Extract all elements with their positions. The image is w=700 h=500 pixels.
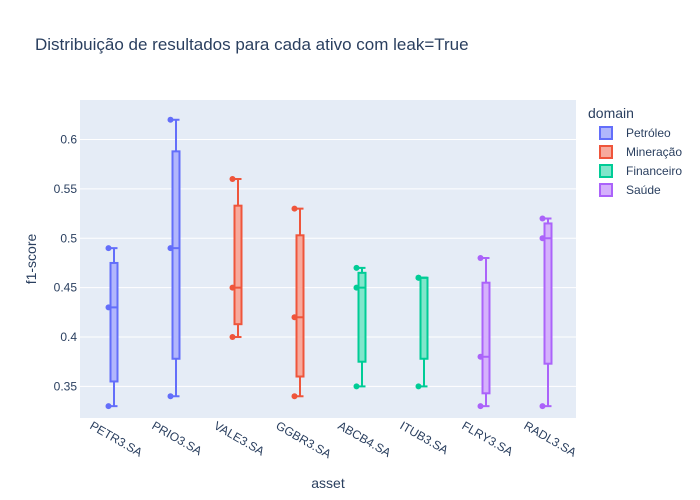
data-point	[229, 176, 236, 183]
legend-item: Mineração	[599, 145, 682, 159]
y-tick-label: 0.4	[60, 330, 77, 344]
data-point	[539, 235, 546, 242]
legend-label: Petróleo	[626, 126, 671, 140]
data-point	[167, 245, 174, 252]
box-ABCB4.SA	[353, 264, 367, 390]
chart-title: Distribuição de resultados para cada ati…	[35, 35, 469, 54]
legend-label: Financeiro	[626, 164, 682, 178]
box-body	[109, 261, 119, 383]
data-point	[229, 334, 236, 341]
data-point	[291, 393, 298, 400]
legend-swatch	[599, 145, 613, 159]
data-point	[477, 255, 484, 262]
data-point	[291, 314, 298, 321]
legend-swatch	[599, 183, 613, 197]
legend-label: Saúde	[626, 183, 661, 197]
plot-area	[80, 100, 576, 418]
data-point	[105, 304, 112, 311]
legend-label: Mineração	[626, 145, 682, 159]
y-axis-ticks: 0.35 0.4 0.45 0.5 0.55 0.6	[54, 133, 78, 394]
box-body	[233, 204, 243, 326]
x-tick-label: PRIO3.SA	[150, 418, 205, 458]
data-point	[353, 264, 360, 271]
gridlines	[80, 139, 576, 387]
data-point	[415, 383, 422, 390]
data-point	[353, 383, 360, 390]
legend-swatch	[599, 126, 613, 140]
y-tick-label: 0.55	[54, 182, 78, 196]
data-point	[539, 403, 546, 410]
x-axis-title: asset	[311, 475, 345, 491]
y-tick-label: 0.6	[60, 133, 77, 147]
x-tick-label: VALE3.SA	[212, 418, 267, 458]
data-point	[167, 116, 174, 123]
y-axis-title: f1-score	[23, 234, 39, 285]
data-point	[539, 215, 546, 222]
box-RADL3.SA	[539, 215, 553, 410]
legend-item: Financeiro	[599, 164, 682, 178]
data-point	[477, 403, 484, 410]
box-ITUB3.SA	[415, 274, 429, 390]
x-tick-label: GGBR3.SA	[274, 418, 334, 461]
box-body	[171, 150, 181, 360]
data-point	[415, 274, 422, 281]
box-body	[481, 281, 491, 395]
x-axis-ticks: PETR3.SA PRIO3.SA VALE3.SA GGBR3.SA ABCB4.SA…	[88, 418, 579, 461]
data-point	[291, 205, 298, 212]
box-VALE3.SA	[229, 176, 243, 341]
box-GGBR3.SA	[291, 205, 305, 400]
data-point	[105, 403, 112, 410]
data-point	[353, 284, 360, 291]
x-tick-label: FLRY3.SA	[460, 418, 516, 458]
data-point	[477, 353, 484, 360]
box-PETR3.SA	[105, 245, 119, 410]
legend-item: Petróleo	[599, 126, 671, 140]
box-body	[357, 271, 367, 363]
box-PRIO3.SA	[167, 116, 181, 400]
data-point	[105, 245, 112, 252]
box-body	[419, 276, 429, 360]
data-point	[229, 284, 236, 291]
box-FLRY3.SA	[477, 255, 491, 410]
x-tick-label: PETR3.SA	[88, 418, 145, 459]
boxes	[105, 116, 553, 410]
x-tick-label: ABCB4.SA	[336, 418, 394, 459]
y-tick-label: 0.35	[54, 379, 78, 393]
y-tick-label: 0.45	[54, 281, 78, 295]
legend-item: Saúde	[599, 183, 661, 197]
box-body	[295, 234, 305, 378]
y-tick-label: 0.5	[60, 231, 77, 245]
legend-title: domain	[588, 105, 634, 121]
x-tick-label: ITUB3.SA	[398, 418, 451, 457]
legend: domain Petróleo Mineração Financeiro Saúde	[588, 105, 682, 197]
legend-swatch	[599, 164, 613, 178]
x-tick-label: RADL3.SA	[522, 418, 579, 459]
data-point	[167, 393, 174, 400]
box-body	[543, 222, 553, 365]
